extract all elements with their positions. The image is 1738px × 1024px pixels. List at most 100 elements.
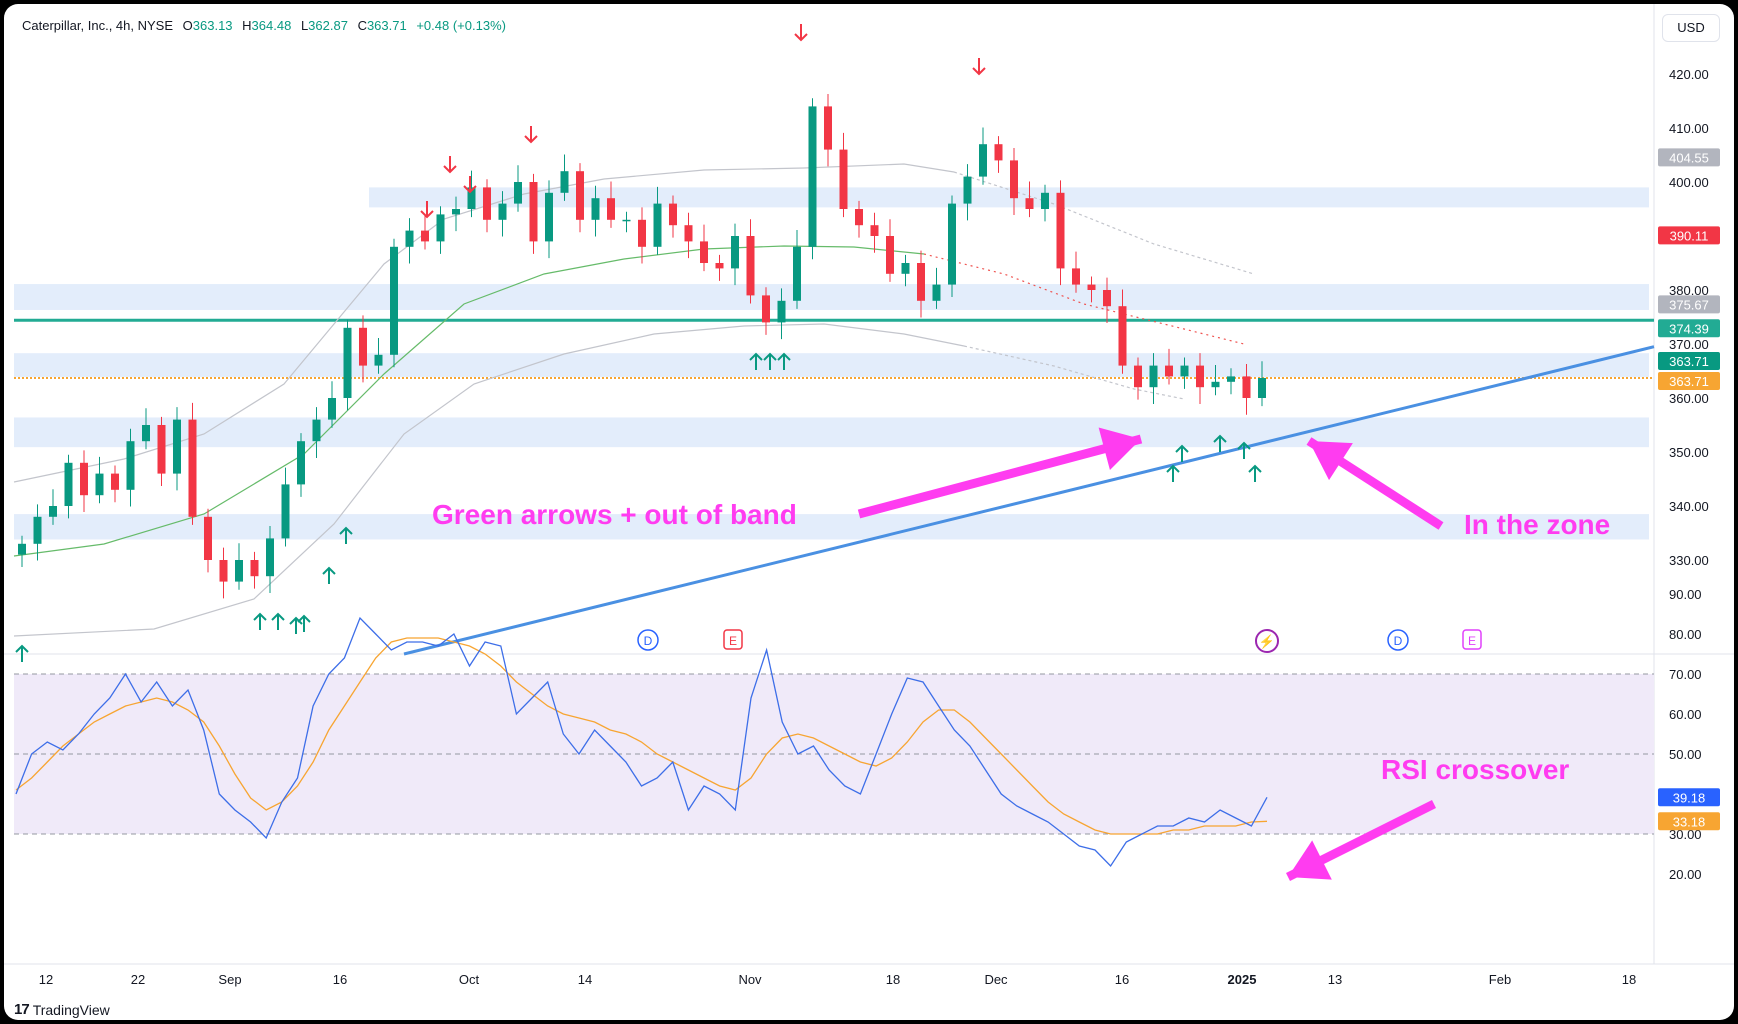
buy-signal-arrow-icon [1248, 464, 1262, 482]
candle [390, 246, 398, 355]
close-value: 363.71 [366, 18, 407, 33]
sell-signal-arrow-icon [463, 176, 477, 194]
annotation-arrow-left [857, 434, 1143, 519]
sell-signal-arrow-icon [420, 201, 434, 219]
candle [1165, 365, 1173, 377]
candle [917, 263, 925, 301]
candle [1056, 192, 1065, 269]
buy-signal-arrow-icon [1237, 441, 1251, 459]
candle [731, 236, 739, 269]
rsi-line [15, 616, 1268, 868]
candle [746, 236, 755, 296]
ascending-trendline [403, 345, 1655, 656]
annotation-arrow-rsi-head [1288, 840, 1332, 880]
low-value: 362.87 [308, 18, 348, 33]
candle [467, 187, 476, 209]
price-axis-tick: 330.00 [1669, 553, 1709, 568]
candle [436, 214, 445, 242]
rsi-label-text: 39.18 [1673, 790, 1706, 805]
buy-signal-arrow-icon [253, 612, 267, 630]
candle [188, 419, 197, 517]
candle [994, 144, 1003, 161]
candle [1072, 268, 1080, 285]
price-label-text: 374.39 [1669, 321, 1709, 336]
candle [901, 263, 910, 274]
annotation-green-arrows: Green arrows + out of band [432, 499, 797, 530]
close-label: C [357, 18, 367, 33]
buy-signal-arrow-icon [1175, 444, 1189, 462]
sell-signal-arrow-icon [794, 24, 808, 42]
price-axis-tick: 340.00 [1669, 499, 1709, 514]
candle [715, 263, 724, 269]
time-axis-tick: 14 [578, 972, 592, 987]
support-resistance-zone [14, 284, 1649, 310]
candle [1242, 376, 1251, 398]
candle [1025, 198, 1034, 209]
candle [622, 219, 631, 222]
candle [762, 295, 770, 323]
time-axis-tick: 22 [131, 972, 145, 987]
candle [638, 219, 646, 247]
buy-signal-arrow-icon [749, 352, 763, 370]
candle [1010, 160, 1018, 199]
chart-canvas[interactable]: D E D E ⚡ 330.00 340.00 350.00 360.00 370.00 380.0… [4, 4, 1734, 1020]
price-axis-tick: 360.00 [1669, 391, 1709, 406]
candle [529, 182, 538, 242]
symbol-title: Caterpillar, Inc., 4h, NYSE [22, 18, 174, 33]
candle [297, 441, 305, 485]
candle [142, 425, 150, 442]
candle [777, 300, 786, 323]
candle [886, 236, 894, 274]
annotation-rsi-crossover: RSI crossover [1381, 754, 1569, 785]
price-label-text: 363.71 [1669, 374, 1709, 389]
price-label-text: 363.71 [1669, 354, 1709, 369]
candle [979, 144, 987, 177]
price-axis-tick: 400.00 [1669, 175, 1709, 190]
price-axis-tick: 370.00 [1669, 337, 1709, 352]
time-axis-tick: 16 [333, 972, 347, 987]
candle [498, 203, 507, 220]
price-axis-tick: 380.00 [1669, 283, 1709, 298]
buy-signal-arrow-icon [322, 566, 336, 584]
price-label-text: 404.55 [1669, 150, 1709, 165]
candle [1227, 376, 1235, 382]
candle [49, 506, 57, 517]
buy-signal-arrow-icon [763, 352, 777, 370]
time-axis-tick: Oct [459, 972, 480, 987]
upper-band-projection [953, 171, 1255, 275]
rsi-axis-tick: 30.00 [1669, 827, 1702, 842]
candle [1134, 365, 1142, 388]
event-marker-label: D [644, 634, 653, 648]
rsi-axis-tick: 20.00 [1669, 867, 1702, 882]
rsi-ma-line [15, 637, 1268, 835]
annotation-arrow-right-head [1309, 441, 1353, 481]
candle [204, 516, 212, 560]
candle [545, 192, 553, 242]
open-value: 363.13 [192, 18, 233, 33]
tradingview-logo[interactable]: 17 TradingView [14, 1001, 110, 1018]
annotation-arrow-left-head [1098, 427, 1141, 471]
dividend-marker-icon [1387, 629, 1409, 651]
rsi-label-text: 33.18 [1673, 814, 1706, 829]
annotation-in-the-zone: In the zone [1464, 509, 1610, 540]
candle [343, 327, 352, 398]
candle [157, 425, 166, 474]
candle [576, 171, 584, 220]
split-lightning-icon [1255, 629, 1279, 653]
candle [18, 543, 26, 555]
currency-button[interactable]: USD [1662, 14, 1720, 42]
candle [1041, 192, 1049, 209]
price-axis-tick: 420.00 [1669, 67, 1709, 82]
candles-group [18, 93, 1266, 599]
support-resistance-zone [14, 417, 1649, 448]
candle [328, 398, 336, 420]
candle [824, 106, 832, 150]
candle [126, 441, 135, 490]
candle [700, 241, 708, 263]
time-axis-tick: 13 [1328, 972, 1342, 987]
dividend-marker-icon [637, 629, 659, 651]
candle [64, 462, 73, 506]
rsi-label-box [1658, 788, 1720, 807]
price-label-box [1658, 226, 1720, 245]
rsi-axis-tick: 70.00 [1669, 667, 1702, 682]
